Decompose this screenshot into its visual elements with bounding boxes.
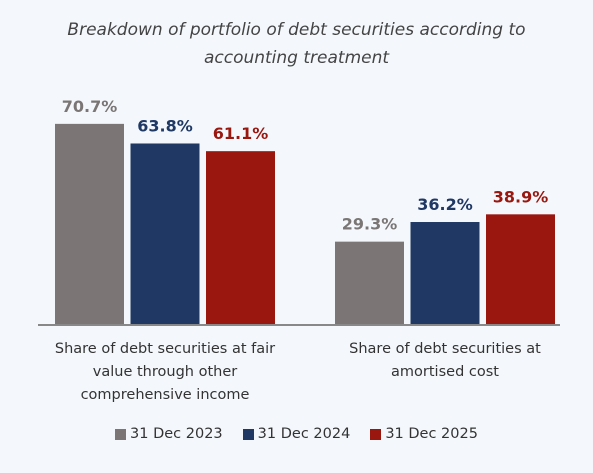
legend: 31 Dec 2023 31 Dec 2024 31 Dec 2025	[0, 426, 593, 442]
legend-label: 31 Dec 2025	[385, 426, 478, 442]
x-tick-label: Share of debt securities at amortised co…	[349, 341, 541, 380]
legend-swatch	[370, 428, 382, 440]
legend-item: 31 Dec 2023	[115, 426, 223, 442]
value-label: 29.3%	[342, 215, 398, 234]
bar	[410, 222, 480, 325]
value-label: 70.7%	[62, 97, 118, 116]
value-label: 38.9%	[493, 187, 549, 206]
legend-swatch	[242, 428, 254, 440]
value-label: 61.1%	[213, 124, 269, 143]
legend-item: 31 Dec 2025	[370, 426, 478, 442]
bar	[206, 151, 275, 325]
x-tick-label: Share of debt securities at fair value t…	[54, 341, 276, 403]
bar	[335, 241, 404, 325]
value-label: 63.8%	[137, 116, 193, 135]
value-label: 36.2%	[417, 195, 473, 214]
bar	[130, 143, 200, 325]
chart-title: Breakdown of portfolio of debt securitie…	[67, 20, 526, 68]
bar	[55, 123, 124, 326]
legend-label: 31 Dec 2024	[257, 426, 351, 442]
bar	[486, 214, 555, 325]
legend-item: 31 Dec 2024	[242, 426, 351, 442]
legend-swatch	[115, 428, 127, 440]
legend-label: 31 Dec 2023	[130, 426, 223, 442]
